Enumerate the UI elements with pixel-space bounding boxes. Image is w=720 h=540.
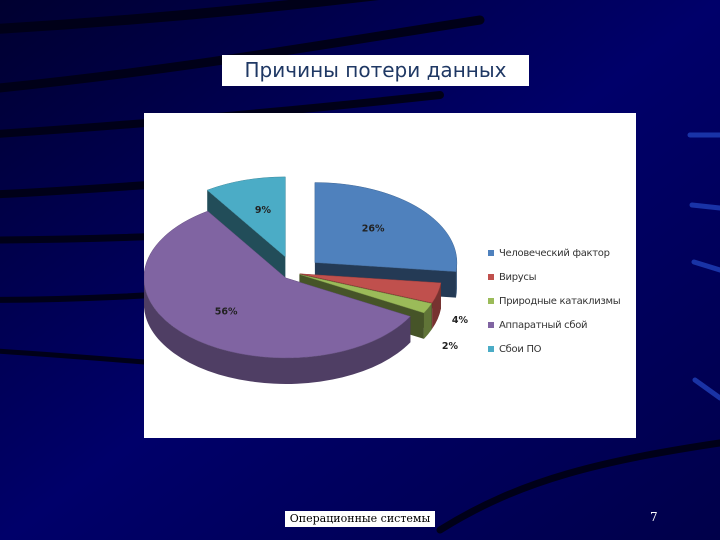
chart-panel: 26% 4% 2% 56% 9% Человеческий фактор Вирусы Пр… bbox=[144, 113, 636, 438]
legend-item-2: Природные катаклизмы bbox=[488, 289, 636, 313]
slice-top-4 bbox=[206, 176, 286, 258]
legend-label-4: Сбои ПО bbox=[499, 343, 542, 355]
slice-label-2: 2% bbox=[442, 341, 459, 352]
slice-rim-1 bbox=[432, 282, 441, 329]
legend-swatch-2 bbox=[488, 298, 494, 304]
slice-top-1 bbox=[299, 273, 442, 304]
slice-rim-3 bbox=[144, 280, 411, 384]
pie-slice-3 bbox=[144, 210, 411, 384]
legend-item-3: Аппаратный сбой bbox=[488, 313, 636, 337]
legend-label-3: Аппаратный сбой bbox=[499, 319, 588, 331]
slice-rim-2 bbox=[423, 303, 432, 339]
chart-legend: Человеческий фактор Вирусы Природные катак… bbox=[488, 241, 636, 361]
footer-text: Операционные системы bbox=[285, 511, 435, 527]
slice-wall-4-0 bbox=[207, 190, 286, 283]
slice-top-0 bbox=[314, 182, 458, 272]
page-number: 7 bbox=[650, 510, 658, 524]
slice-label-0: 26% bbox=[362, 223, 385, 234]
pie-chart: 26% 4% 2% 56% 9% bbox=[144, 176, 469, 384]
legend-swatch-1 bbox=[488, 274, 494, 280]
slice-label-3: 56% bbox=[215, 306, 238, 317]
legend-label-2: Природные катаклизмы bbox=[499, 295, 621, 307]
legend-swatch-4 bbox=[488, 346, 494, 352]
pie-slice-4 bbox=[206, 176, 286, 283]
slice-top-2 bbox=[299, 274, 433, 314]
legend-label-0: Человеческий фактор bbox=[499, 247, 610, 259]
legend-swatch-3 bbox=[488, 322, 494, 328]
slice-label-4: 9% bbox=[255, 205, 272, 216]
legend-item-1: Вирусы bbox=[488, 265, 636, 289]
slice-label-1: 4% bbox=[452, 315, 469, 326]
legend-swatch-0 bbox=[488, 250, 494, 256]
legend-label-1: Вирусы bbox=[499, 271, 537, 283]
slide-title: Причины потери данных bbox=[222, 55, 529, 86]
legend-item-0: Человеческий фактор bbox=[488, 241, 636, 265]
legend-item-4: Сбои ПО bbox=[488, 337, 636, 361]
slice-top-3 bbox=[144, 210, 411, 359]
